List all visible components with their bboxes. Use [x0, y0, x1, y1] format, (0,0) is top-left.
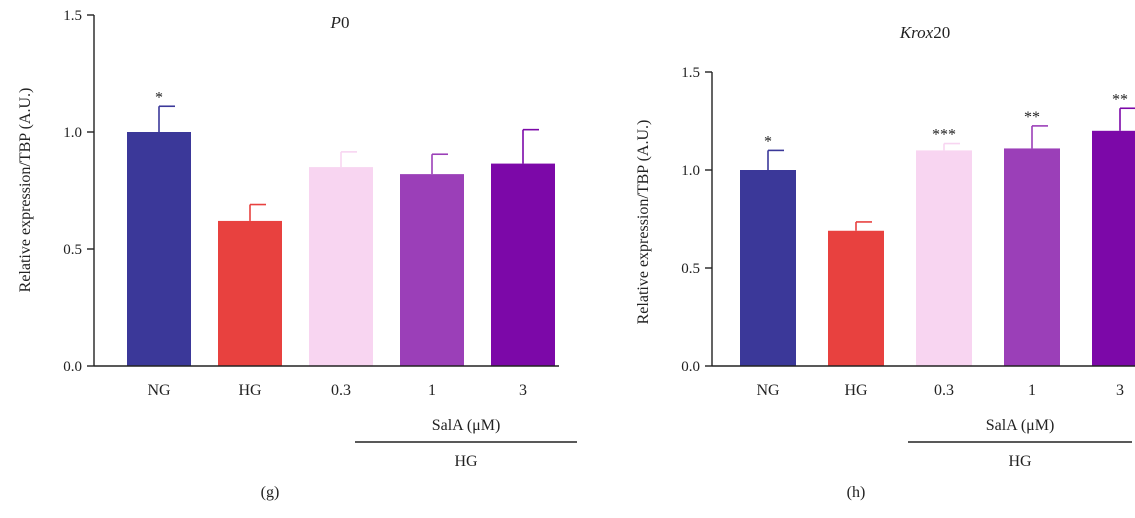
bar — [1004, 148, 1060, 366]
y-tick-label: 1.0 — [681, 163, 700, 179]
x-tick-label: HG — [844, 382, 868, 399]
bar — [828, 230, 884, 366]
significance-marker: ** — [1024, 109, 1040, 126]
group-label-hg: HG — [454, 453, 478, 470]
y-tick-label: 1.5 — [681, 65, 700, 81]
y-tick-label: 0.0 — [63, 359, 82, 375]
panel-label: (h) — [847, 484, 866, 501]
bar — [400, 174, 464, 366]
group-label-sala: SalA (μM) — [986, 417, 1055, 434]
x-tick-label: 3 — [519, 382, 527, 399]
group-label-hg: HG — [1008, 453, 1032, 470]
title-rest: 0 — [341, 13, 350, 32]
bar — [218, 220, 282, 366]
x-tick-label: 1 — [428, 382, 436, 399]
bar — [127, 132, 191, 366]
panel-g: P0 Relative expression/TBP (A.U.) (g) Sa… — [17, 8, 577, 501]
title-rest: 20 — [933, 23, 950, 42]
y-tick-label: 1.5 — [63, 8, 82, 24]
bar — [491, 163, 555, 366]
bar — [916, 150, 972, 366]
y-tick-label: 0.5 — [63, 242, 82, 258]
x-tick-label: HG — [238, 382, 262, 399]
x-tick-label: 3 — [1116, 382, 1124, 399]
panel-label: (g) — [261, 484, 280, 501]
y-tick-label: 0.0 — [681, 359, 700, 375]
bar — [1092, 130, 1135, 366]
x-tick-label: NG — [147, 382, 171, 399]
y-tick-label: 0.5 — [681, 261, 700, 277]
significance-marker: *** — [932, 127, 956, 144]
x-tick-label: 0.3 — [331, 382, 351, 399]
significance-marker: * — [155, 89, 163, 106]
x-tick-label: 0.3 — [934, 382, 954, 399]
y-axis-label: Relative expression/TBP (A.U.) — [17, 88, 34, 293]
significance-marker: ** — [1112, 91, 1128, 108]
chart-title: Krox20 — [899, 23, 950, 42]
chart-title: P0 — [330, 13, 350, 32]
title-italic: Krox — [899, 23, 934, 42]
title-italic: P — [330, 13, 341, 32]
y-tick-label: 1.0 — [63, 125, 82, 141]
x-tick-label: 1 — [1028, 382, 1036, 399]
significance-marker: * — [764, 133, 772, 150]
y-axis-label: Relative expression/TBP (A.U.) — [635, 120, 652, 325]
group-label-sala: SalA (μM) — [432, 417, 501, 434]
panel-h: Krox20 Relative expression/TBP (A.U.) (h… — [635, 23, 1135, 501]
bar — [740, 170, 796, 366]
x-tick-label: NG — [756, 382, 780, 399]
bar — [309, 167, 373, 366]
